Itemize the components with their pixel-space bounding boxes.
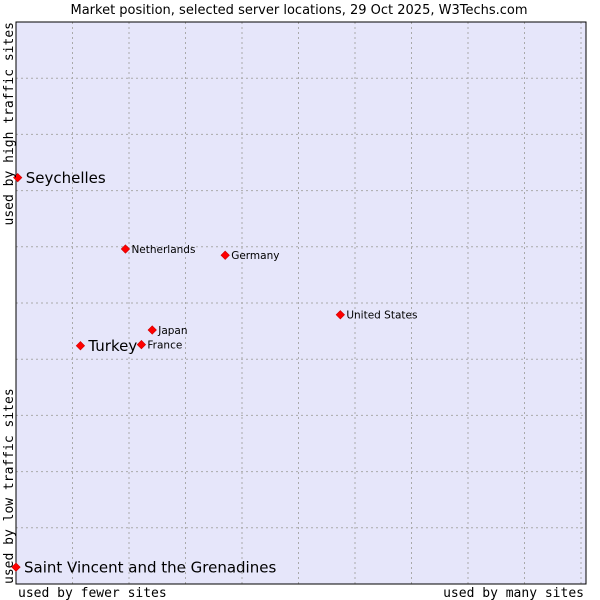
data-point: Netherlands [120, 244, 195, 256]
point-marker [120, 244, 131, 254]
y-axis-label-bottom: used by low traffic sites [2, 388, 17, 584]
x-axis-label-left: used by fewer sites [18, 586, 167, 600]
x-axis-label-right: used by many sites [443, 586, 584, 600]
chart-title: Market position, selected server locatio… [70, 3, 527, 18]
data-point: Saint Vincent and the Grenadines [11, 559, 276, 577]
data-points: Seychelles Netherlands Germany United State… [11, 169, 417, 577]
point-marker [136, 339, 147, 350]
data-point: United States [335, 310, 417, 322]
data-point: France [136, 339, 182, 351]
data-point: Japan [147, 325, 188, 337]
point-marker [75, 341, 86, 351]
point-marker [147, 325, 157, 335]
point-marker [11, 562, 21, 572]
point-label: Germany [231, 250, 279, 262]
point-label: Saint Vincent and the Grenadines [24, 559, 276, 577]
point-marker [220, 250, 230, 260]
point-label: France [147, 339, 182, 351]
data-point: Seychelles [13, 169, 106, 187]
point-label: United States [346, 310, 417, 322]
point-label: Japan [157, 325, 187, 337]
grid [16, 22, 586, 584]
point-label: Seychelles [26, 169, 106, 187]
data-point: Turkey [75, 337, 137, 355]
point-label: Turkey [87, 337, 137, 355]
y-axis-label-top: used by high traffic sites [2, 22, 17, 226]
point-marker [13, 173, 23, 183]
point-label: Netherlands [131, 244, 195, 256]
data-point: Germany [220, 250, 279, 262]
point-marker [335, 310, 345, 320]
plot-frame [15, 21, 587, 585]
